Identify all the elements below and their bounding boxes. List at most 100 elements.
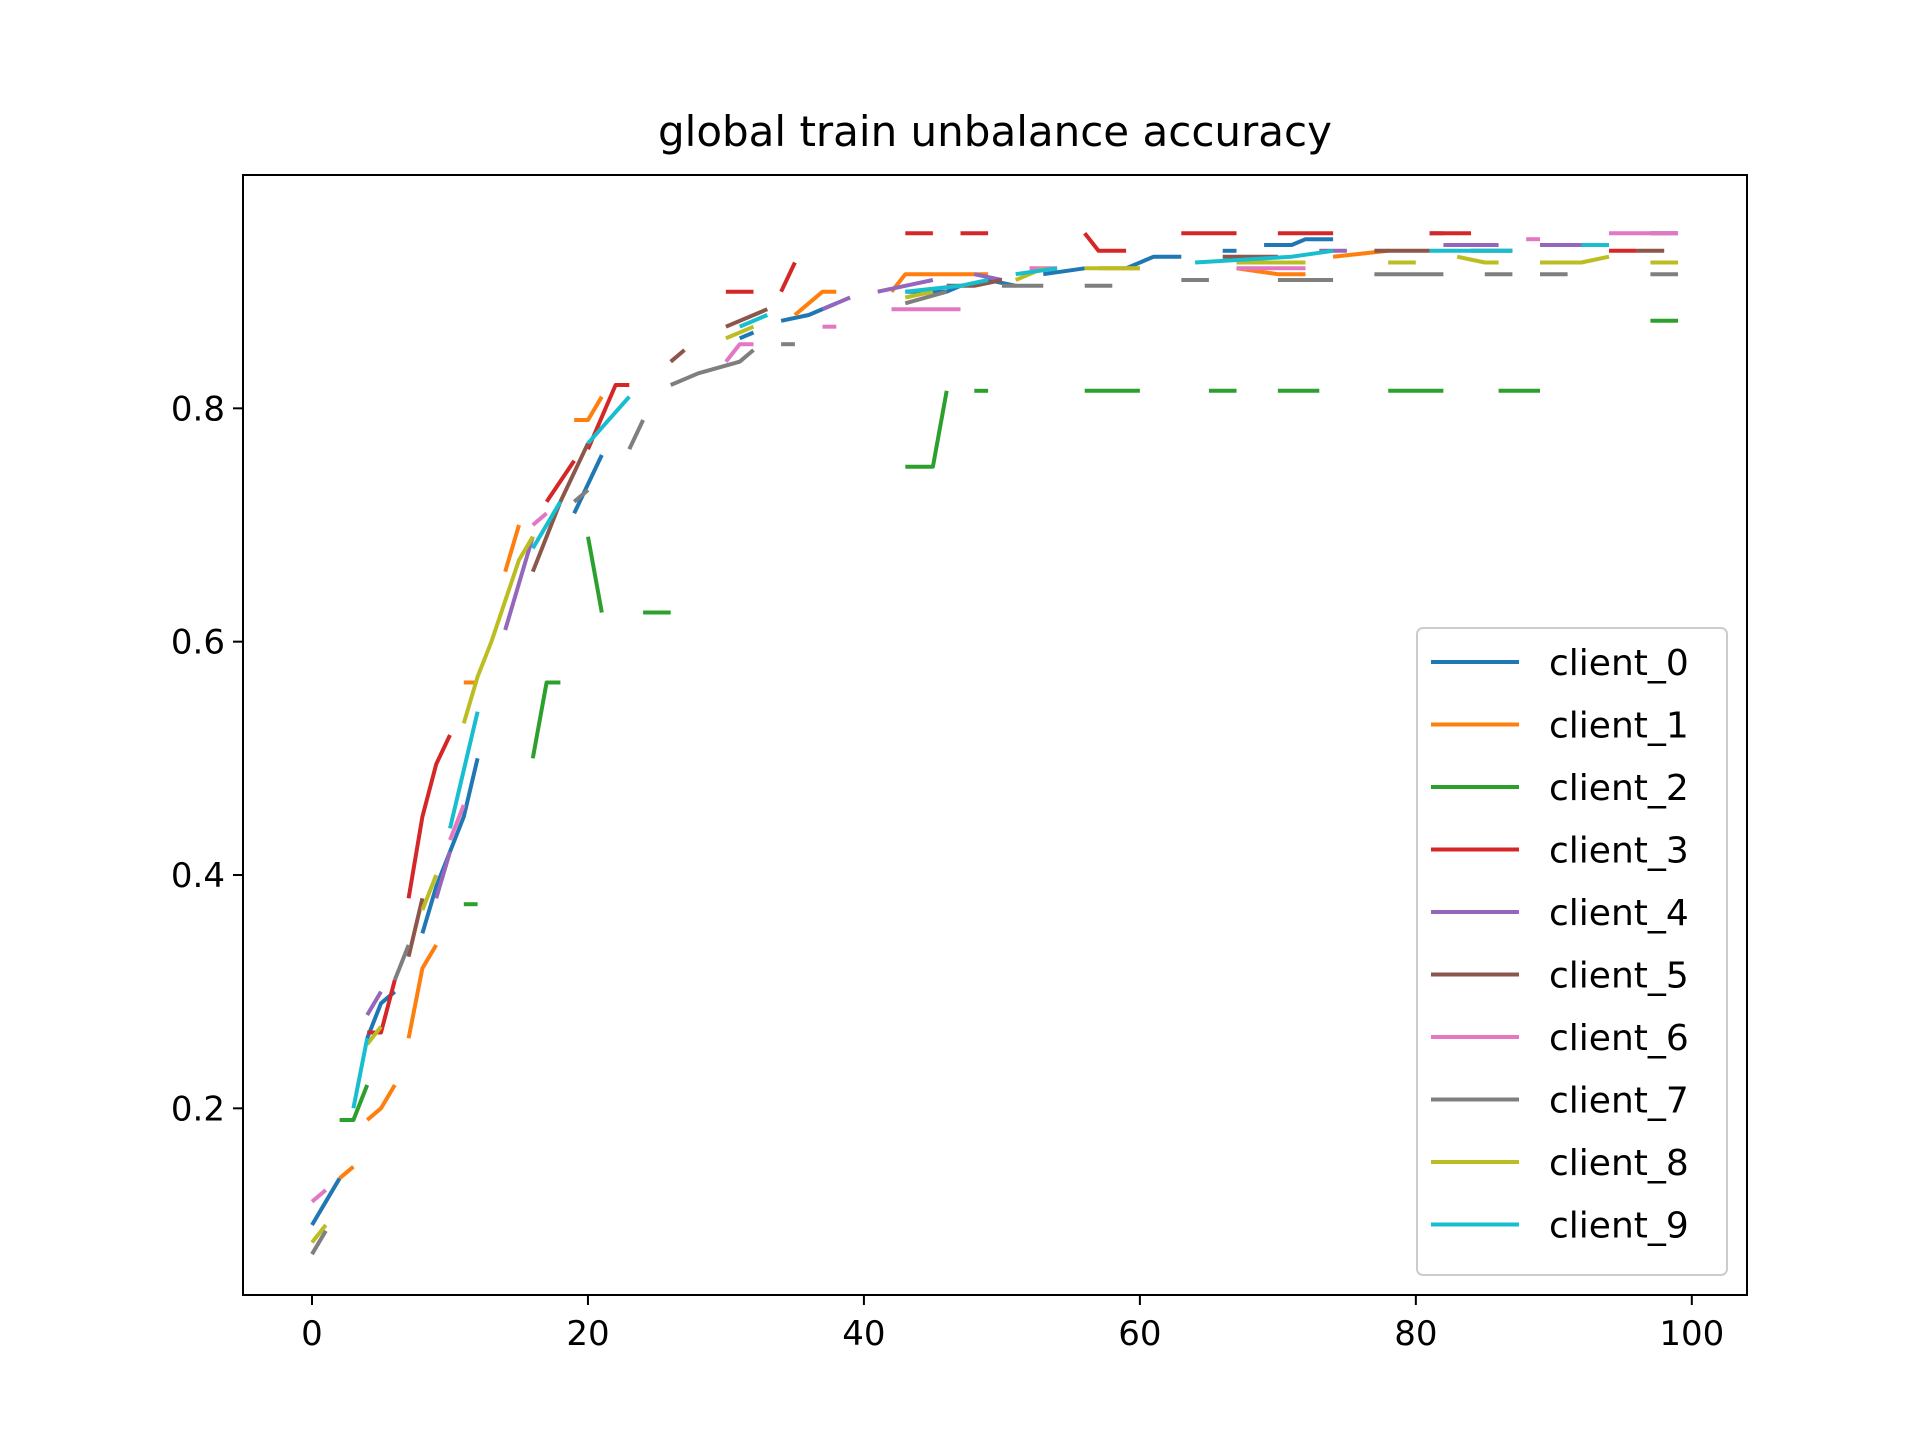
plot-frame xyxy=(242,174,1748,1296)
client_6-line-segment xyxy=(310,1188,328,1204)
client_9-line-segment xyxy=(1194,248,1334,265)
series-client_4 xyxy=(365,243,1596,1017)
legend-item-client_3: client_3 xyxy=(1431,831,1689,872)
x-tick-label: 60 xyxy=(1118,1314,1161,1354)
y-tick-label: 0.6 xyxy=(171,623,225,663)
legend-item-client_8: client_8 xyxy=(1431,1143,1689,1184)
series-layer xyxy=(310,231,1678,1256)
legend-item-client_6: client_6 xyxy=(1431,1018,1689,1059)
y-tick-label: 0.4 xyxy=(171,856,225,896)
legend-label: client_7 xyxy=(1549,1081,1689,1122)
client_8-line-segment xyxy=(904,289,934,300)
legend-item-client_7: client_7 xyxy=(1431,1081,1689,1122)
x-tick-label: 40 xyxy=(842,1314,885,1354)
client_7-line-segment xyxy=(904,289,948,306)
client_5-line-segment xyxy=(669,348,686,364)
client_6-line-segment xyxy=(448,804,466,841)
legend-box xyxy=(1416,627,1728,1276)
x-tick-label: 80 xyxy=(1394,1314,1437,1354)
client_8-line-segment xyxy=(365,1025,383,1046)
y-tick-label: 0.8 xyxy=(171,389,225,429)
series-client_9 xyxy=(351,243,1609,1109)
legend-item-client_5: client_5 xyxy=(1431,956,1689,997)
legend-label: client_8 xyxy=(1549,1143,1689,1184)
client_8-line-segment xyxy=(420,874,439,911)
client_9-line-segment xyxy=(586,395,631,445)
legend-label: client_6 xyxy=(1549,1018,1689,1059)
client_9-line-segment xyxy=(905,278,989,294)
y-tick-label: 0.2 xyxy=(171,1089,225,1129)
chart-title: global train unbalance accuracy xyxy=(658,107,1332,156)
client_8-line-segment xyxy=(310,1223,328,1244)
client_3-line-segment xyxy=(544,459,576,503)
legend-item-client_1: client_1 xyxy=(1431,706,1689,747)
client_2-line-segment xyxy=(586,536,604,613)
client_9-line-segment xyxy=(531,500,563,550)
client_4-line-segment xyxy=(877,278,934,294)
client_7-line-segment xyxy=(392,944,411,981)
client_4-line-segment xyxy=(503,536,535,631)
legend-label: client_9 xyxy=(1549,1206,1689,1247)
client_9-line-segment xyxy=(738,313,769,329)
client_0-line-segment xyxy=(1264,237,1334,247)
legend-item-client_4: client_4 xyxy=(1431,893,1689,934)
client_5-line-segment xyxy=(725,307,769,329)
series-client_3 xyxy=(367,231,1637,1035)
client_1-line-segment xyxy=(406,943,438,1039)
legend-item-client_2: client_2 xyxy=(1431,768,1689,809)
client_9-line-segment xyxy=(448,711,480,829)
legend-label: client_5 xyxy=(1549,956,1689,997)
client_3-line-segment xyxy=(586,383,630,450)
client_4-line-segment xyxy=(821,295,851,312)
client_2-line-segment xyxy=(339,1084,370,1122)
client_7-line-segment xyxy=(627,419,645,451)
client_6-line-segment xyxy=(531,511,548,527)
client_8-line-segment xyxy=(1540,254,1610,265)
legend-label: client_2 xyxy=(1549,768,1689,809)
client_0-line-segment xyxy=(310,1177,342,1227)
client_1-line-segment xyxy=(574,395,604,422)
client_8-line-segment xyxy=(461,535,535,724)
legend-label: client_4 xyxy=(1549,893,1689,934)
client_3-line-segment xyxy=(779,261,797,293)
client_8-line-segment xyxy=(1456,254,1499,265)
legend-label: client_0 xyxy=(1549,643,1689,684)
client_9-line-segment xyxy=(351,1037,370,1109)
client_3-line-segment xyxy=(1083,232,1127,253)
series-client_2 xyxy=(339,318,1678,1122)
client_1-line-segment xyxy=(503,524,521,573)
x-tick-label: 100 xyxy=(1659,1314,1724,1354)
client_5-line-segment xyxy=(530,442,590,573)
client_0-line-segment xyxy=(1125,254,1182,271)
client_5-line-segment xyxy=(406,897,425,958)
legend-item-client_0: client_0 xyxy=(1431,643,1689,684)
client_4-line-segment xyxy=(434,851,452,899)
client_7-line-segment xyxy=(669,348,755,387)
client_8-line-segment xyxy=(725,324,755,341)
client_4-line-segment xyxy=(365,990,383,1017)
x-tick-label: 20 xyxy=(566,1314,609,1354)
legend-label: client_1 xyxy=(1549,706,1689,747)
client_1-line-segment xyxy=(793,289,837,317)
client_6-line-segment xyxy=(724,342,754,363)
client_7-line-segment xyxy=(310,1229,328,1256)
axis-layer: 0 20 40 60 80 100 0.2 0.4 0.6 0.8 xyxy=(171,389,1724,1354)
client_1-line-segment xyxy=(889,272,989,293)
client_2-line-segment xyxy=(905,390,949,469)
client_9-line-segment xyxy=(1015,266,1058,277)
series-client_6 xyxy=(310,231,1678,1204)
client_2-line-segment xyxy=(530,680,561,759)
series-client_7 xyxy=(310,272,1678,1256)
client_3-line-segment xyxy=(406,734,452,899)
legend-item-client_9: client_9 xyxy=(1431,1206,1689,1247)
legend-label: client_3 xyxy=(1549,831,1689,872)
client_1-line-segment xyxy=(365,1083,397,1122)
legend: client_0 client_1 client_2 client_3 client_4… xyxy=(1416,627,1728,1276)
client_3-line-segment xyxy=(367,979,397,1035)
x-tick-label: 0 xyxy=(301,1314,323,1354)
client_7-line-segment xyxy=(572,488,590,504)
client_0-line-segment xyxy=(1043,266,1085,277)
client_1-line-segment xyxy=(338,1165,355,1180)
